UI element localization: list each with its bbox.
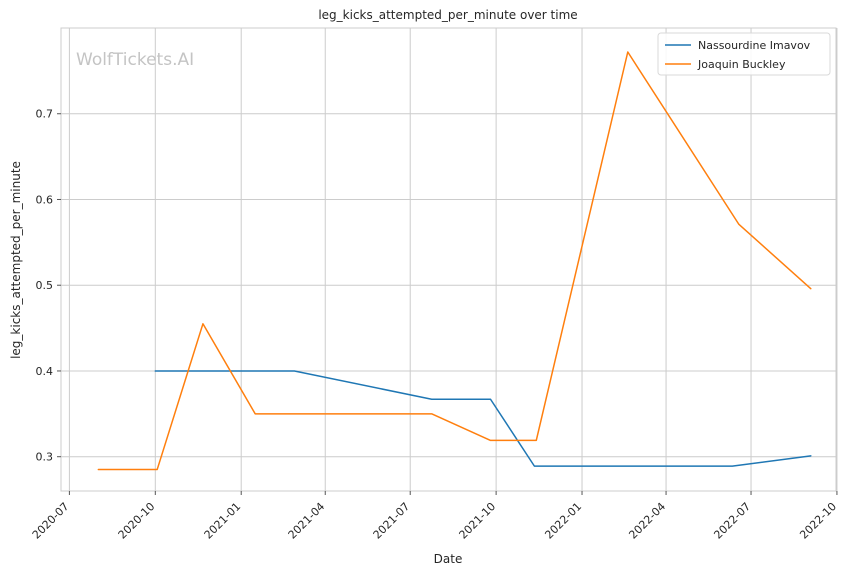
x-tick-label: 2022-04 — [626, 500, 668, 542]
y-tick-label: 0.4 — [36, 365, 54, 378]
x-tick-label: 2022-01 — [542, 500, 584, 542]
chart-title: leg_kicks_attempted_per_minute over time — [318, 8, 577, 22]
x-tick-label: 2021-10 — [457, 500, 499, 542]
x-tick-label: 2021-01 — [202, 500, 244, 542]
series-line-2 — [97, 51, 812, 471]
x-tick-label: 2022-10 — [797, 500, 839, 542]
y-axis-ticks: 0.3 0.4 0.5 0.6 0.7 — [36, 108, 61, 464]
legend: Nassourdine Imavov Joaquin Buckley — [657, 32, 831, 76]
x-tick-label: 2020-10 — [116, 500, 158, 542]
x-tick-label: 2021-04 — [286, 500, 328, 542]
plot-frame — [60, 27, 837, 492]
y-tick-label: 0.6 — [36, 193, 54, 206]
legend-label: Nassourdine Imavov — [698, 39, 811, 52]
x-tick-label: 2020-07 — [30, 500, 72, 542]
series-line-1 — [154, 370, 812, 467]
watermark: WolfTickets.AI — [76, 50, 194, 70]
x-tick-label: 2021-07 — [371, 500, 413, 542]
x-axis-ticks: 2020-07 2020-10 2021-01 2021-04 2021-07 2021-… — [30, 491, 839, 542]
y-axis-label: leg_kicks_attempted_per_minute — [9, 161, 23, 359]
x-axis-label: Date — [434, 552, 463, 566]
legend-box — [657, 32, 831, 76]
y-tick-label: 0.5 — [36, 279, 54, 292]
x-tick-label: 2022-07 — [711, 500, 753, 542]
y-tick-label: 0.7 — [36, 108, 54, 121]
series-lines — [97, 51, 812, 471]
y-tick-label: 0.3 — [36, 451, 54, 464]
legend-label: Joaquin Buckley — [697, 58, 786, 71]
